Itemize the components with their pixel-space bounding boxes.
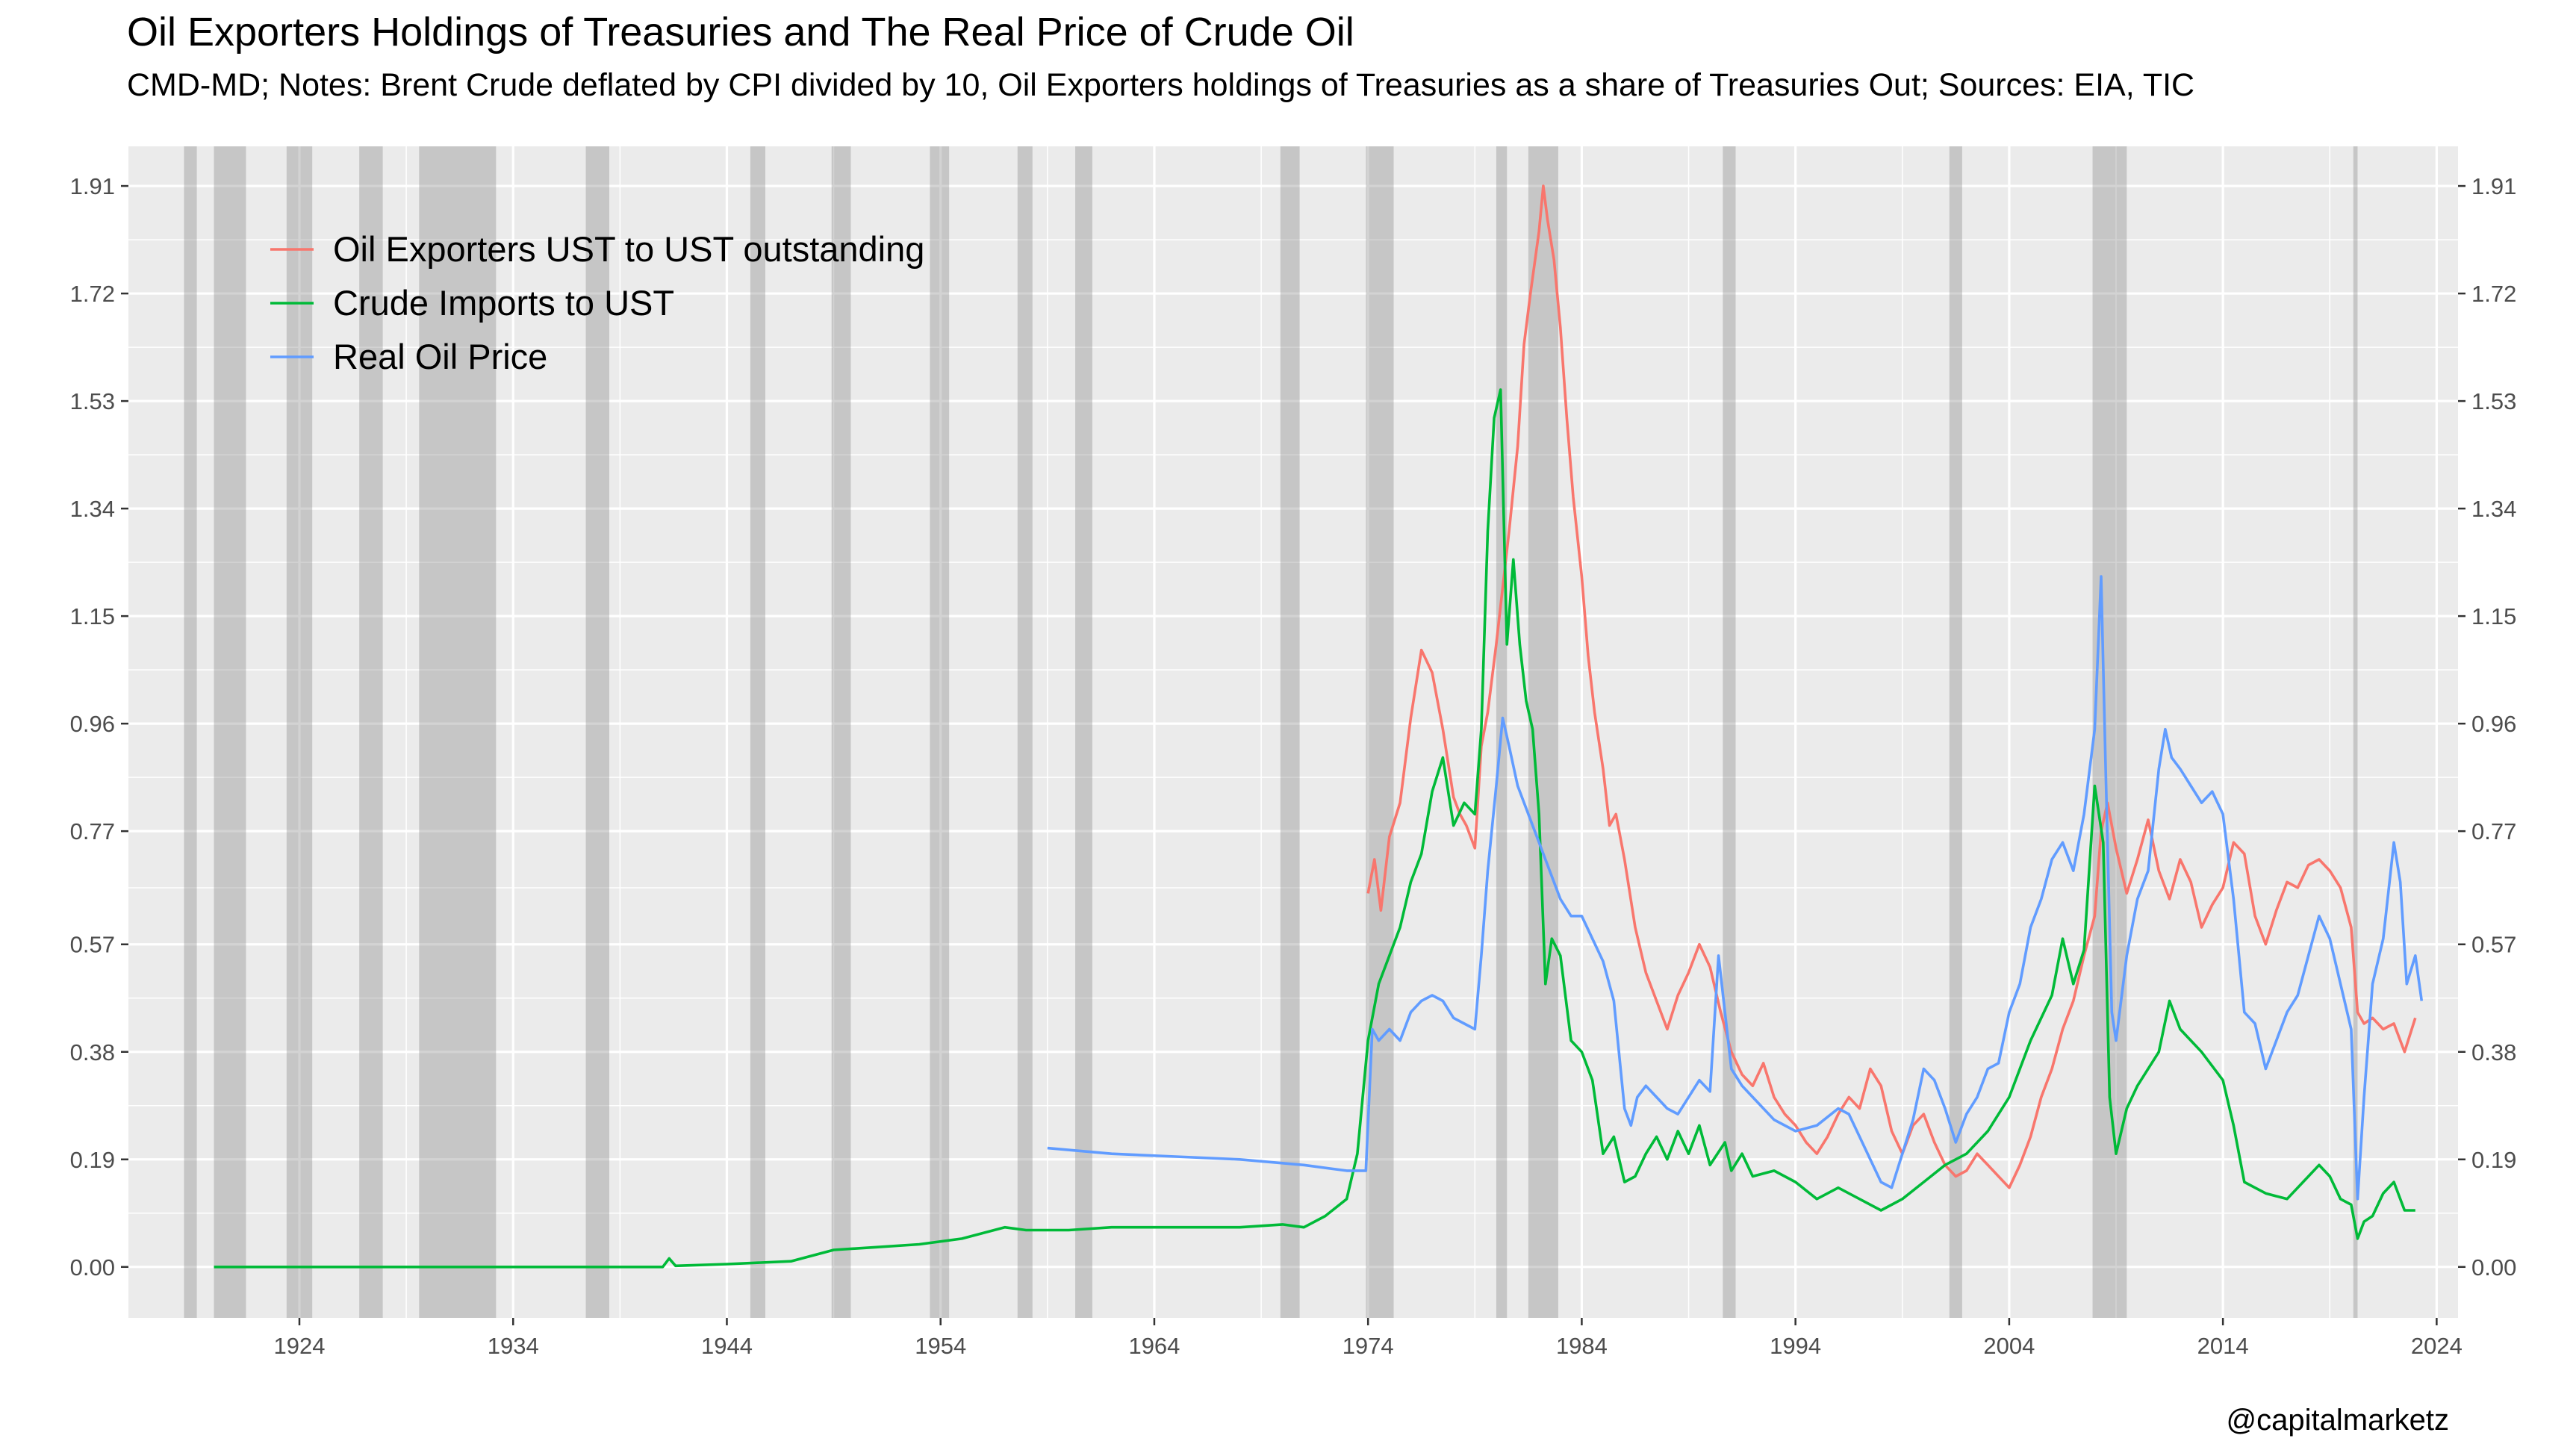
y-tick-label-left: 0.96 bbox=[70, 711, 115, 737]
recession-band bbox=[359, 146, 383, 1318]
series-line-1 bbox=[1366, 184, 2417, 1189]
recession-shading bbox=[184, 146, 2358, 1318]
chart-subtitle: CMD-MD; Notes: Brent Crude deflated by C… bbox=[127, 67, 2195, 103]
series-line-2 bbox=[214, 388, 2415, 1269]
x-tick-label: 1974 bbox=[1343, 1333, 1394, 1359]
recession-band bbox=[214, 146, 246, 1318]
y-tick-label-left: 1.53 bbox=[70, 388, 115, 414]
x-tick-label: 1964 bbox=[1128, 1333, 1180, 1359]
series-line-3 bbox=[1047, 575, 2424, 1201]
recession-band bbox=[1949, 146, 1962, 1318]
y-tick-label-right: 1.15 bbox=[2471, 603, 2516, 629]
x-tick-label: 1944 bbox=[701, 1333, 753, 1359]
x-tick-label: 1954 bbox=[915, 1333, 966, 1359]
recession-band bbox=[2092, 146, 2127, 1318]
y-tick-label-right: 0.19 bbox=[2471, 1147, 2516, 1173]
recession-band bbox=[1366, 146, 1394, 1318]
recession-band bbox=[1017, 146, 1033, 1318]
axes: 0.00 0.00 0.19 0.19 0.38 0.38 0.57 0.57 0.77 0.77… bbox=[70, 173, 2517, 1359]
y-tick-label-right: 0.38 bbox=[2471, 1039, 2516, 1065]
y-tick-label-left: 1.15 bbox=[70, 603, 115, 629]
y-tick-label-left: 0.38 bbox=[70, 1039, 115, 1065]
recession-band bbox=[1075, 146, 1092, 1318]
recession-band bbox=[2353, 146, 2358, 1318]
y-tick-label-right: 1.72 bbox=[2471, 281, 2516, 307]
y-tick-label-left: 1.34 bbox=[70, 496, 115, 522]
recession-band bbox=[286, 146, 313, 1318]
plot-panel bbox=[128, 146, 2458, 1318]
y-tick-label-left: 0.19 bbox=[70, 1147, 115, 1173]
y-tick-label-left: 1.72 bbox=[70, 281, 115, 307]
y-tick-label-right: 1.34 bbox=[2471, 496, 2516, 522]
series-lines bbox=[214, 184, 2424, 1269]
recession-band bbox=[930, 146, 950, 1318]
y-tick-label-right: 0.00 bbox=[2471, 1254, 2516, 1281]
y-tick-label-left: 0.57 bbox=[70, 932, 115, 958]
recession-band bbox=[585, 146, 610, 1318]
y-tick-label-left: 0.00 bbox=[70, 1254, 115, 1281]
y-tick-label-left: 0.77 bbox=[70, 818, 115, 844]
recession-band bbox=[831, 146, 851, 1318]
recession-band bbox=[1280, 146, 1300, 1318]
y-tick-label-left: 1.91 bbox=[70, 173, 115, 199]
x-tick-label: 2024 bbox=[2411, 1333, 2463, 1359]
legend-label: Crude Imports to UST bbox=[333, 283, 674, 323]
y-tick-label-right: 0.57 bbox=[2471, 932, 2516, 958]
recession-band bbox=[419, 146, 497, 1318]
y-tick-label-right: 1.53 bbox=[2471, 388, 2516, 414]
x-tick-label: 1934 bbox=[488, 1333, 539, 1359]
credit-handle: @capitalmarketz bbox=[2226, 1404, 2449, 1437]
y-tick-label-right: 0.96 bbox=[2471, 711, 2516, 737]
legend-label: Real Oil Price bbox=[333, 337, 547, 376]
gridlines bbox=[128, 146, 2458, 1318]
x-tick-label: 2004 bbox=[1983, 1333, 2035, 1359]
recession-band bbox=[750, 146, 765, 1318]
x-tick-label: 2014 bbox=[2197, 1333, 2249, 1359]
x-tick-label: 1984 bbox=[1556, 1333, 1608, 1359]
recession-band bbox=[184, 146, 197, 1318]
x-tick-label: 1924 bbox=[274, 1333, 326, 1359]
x-tick-label: 1994 bbox=[1770, 1333, 1821, 1359]
y-tick-label-right: 1.91 bbox=[2471, 173, 2516, 199]
legend: Oil Exporters UST to UST outstanding Crud… bbox=[270, 229, 924, 376]
chart-title: Oil Exporters Holdings of Treasuries and… bbox=[127, 10, 1354, 55]
legend-label: Oil Exporters UST to UST outstanding bbox=[333, 229, 924, 269]
y-tick-label-right: 0.77 bbox=[2471, 818, 2516, 844]
